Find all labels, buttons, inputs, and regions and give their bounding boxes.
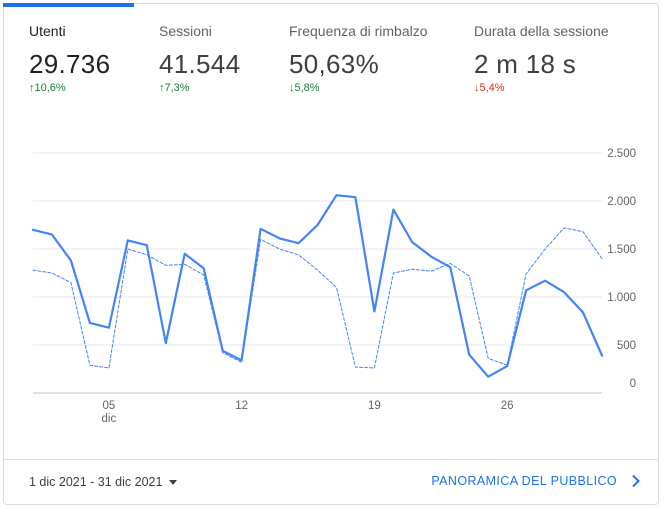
y-tick-label: 500: [617, 340, 636, 352]
x-tick-label: 26: [501, 400, 514, 412]
comparison-series-line: [32, 227, 603, 369]
arrow-down-icon: ↓: [289, 82, 295, 94]
metric-label: Frequenza di rimbalzo: [289, 23, 428, 39]
x-tick-label: 19: [368, 400, 381, 412]
x-tick-label: 12: [235, 400, 248, 412]
arrow-down-icon: ↓: [474, 82, 480, 94]
metric-session-duration[interactable]: Durata della sessione 2 m 18 s ↓5,4%: [474, 0, 634, 110]
metric-delta: ↓5,4%: [474, 82, 505, 94]
y-tick-label: 2.500: [607, 148, 636, 160]
footer-divider: [4, 459, 658, 460]
metric-label: Durata della sessione: [474, 23, 609, 39]
metric-value: 2 m 18 s: [474, 49, 577, 79]
metric-bounce-rate[interactable]: Frequenza di rimbalzo 50,63% ↓5,8%: [289, 0, 459, 110]
x-tick-sublabel: dic: [102, 413, 117, 425]
arrow-up-icon: ↑: [29, 82, 35, 94]
date-range-label: 1 dic 2021 - 31 dic 2021: [29, 475, 163, 489]
date-range-selector[interactable]: 1 dic 2021 - 31 dic 2021: [29, 475, 178, 489]
y-tick-label: 0: [630, 378, 636, 390]
metric-label: Sessioni: [159, 23, 212, 39]
audience-overview-link[interactable]: PANORAMICA DEL PUBBLICO: [431, 474, 641, 488]
active-metric-indicator: [3, 3, 134, 7]
current-series-line: [31, 194, 604, 378]
audience-overview-card: [3, 3, 659, 505]
y-tick-label: 1.000: [607, 292, 636, 304]
y-tick-label: 2.000: [607, 196, 636, 208]
metric-label: Utenti: [29, 23, 66, 39]
metric-value: 50,63%: [289, 49, 379, 79]
metric-sessions[interactable]: Sessioni 41.544 ↑7,3%: [159, 0, 269, 110]
arrow-up-icon: ↑: [159, 82, 165, 94]
chart-grid: [33, 152, 602, 346]
audience-overview-label: PANORAMICA DEL PUBBLICO: [431, 474, 617, 488]
metric-delta: ↓5,8%: [289, 82, 320, 94]
metric-delta: ↑10,6%: [29, 82, 66, 94]
x-tick-label: 05: [102, 400, 115, 412]
chart-series: [31, 194, 604, 378]
metric-value: 41.544: [159, 49, 241, 79]
chevron-right-icon: [632, 474, 640, 488]
users-line-chart: 0 500 1.000 1.500 2.000 2.500 05 dic 12 19 26: [4, 135, 656, 435]
metric-value: 29.736: [29, 49, 111, 79]
caret-down-icon: [169, 479, 178, 485]
y-tick-label: 1.500: [607, 244, 636, 256]
metric-users[interactable]: Utenti 29.736 ↑10,6%: [29, 0, 149, 110]
metric-delta: ↑7,3%: [159, 82, 190, 94]
